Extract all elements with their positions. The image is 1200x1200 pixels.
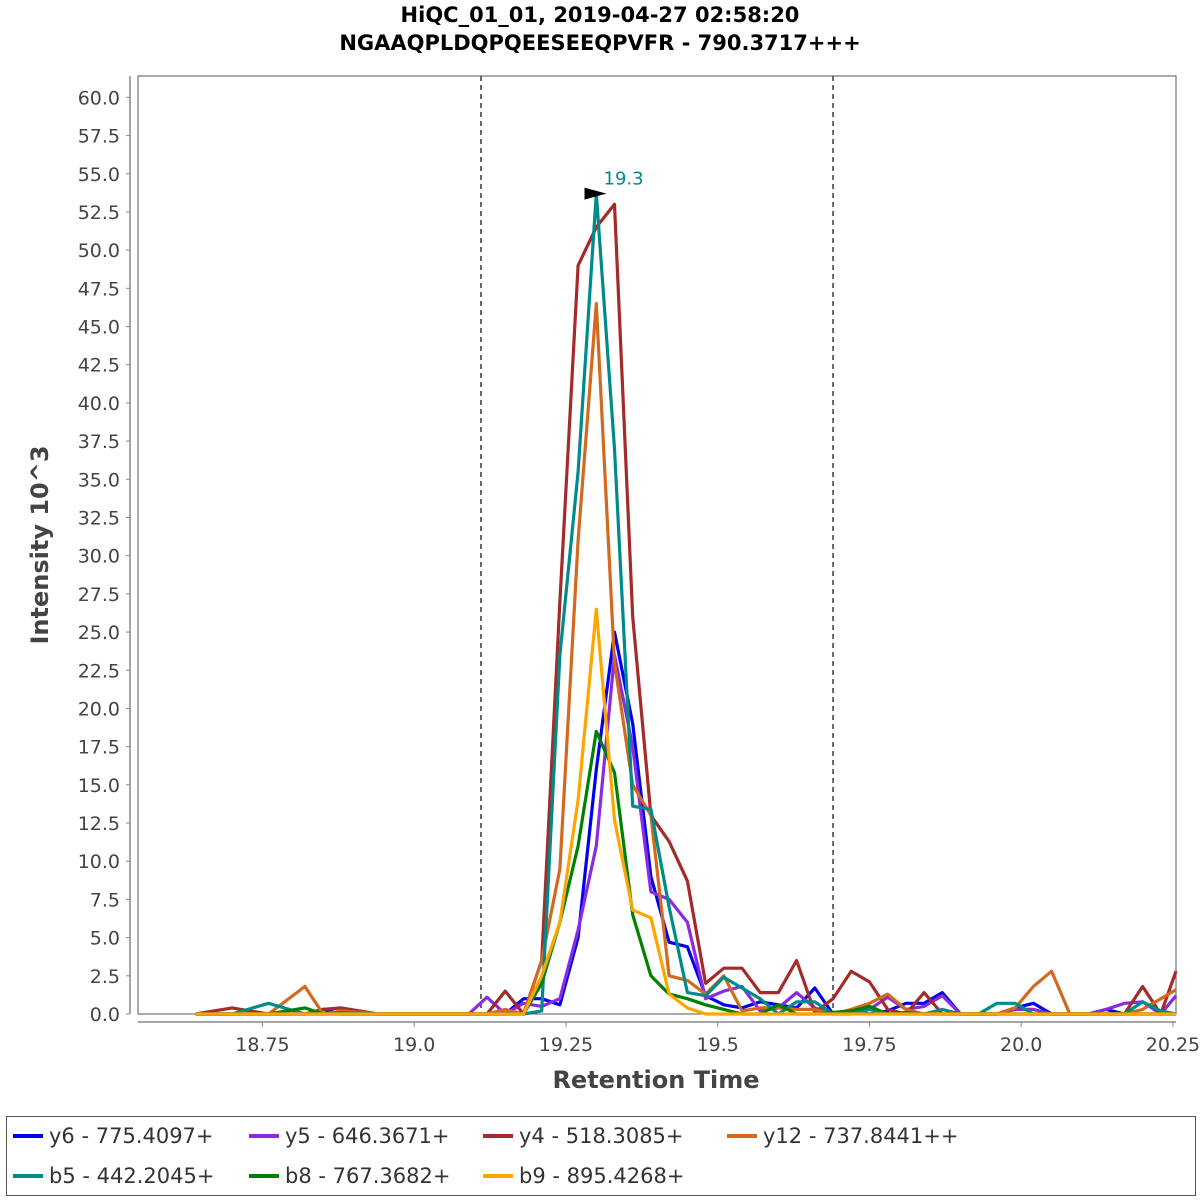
legend-item: b8 - 767.3682+: [247, 1163, 450, 1189]
y-tick-label: 45.0: [78, 317, 120, 339]
legend-swatch: [727, 1134, 757, 1138]
legend-item: y4 - 518.3085+: [481, 1123, 684, 1149]
legend-item: b9 - 895.4268+: [481, 1163, 684, 1189]
x-tick-label: 20.0: [1000, 1034, 1042, 1056]
legend-swatch: [249, 1134, 279, 1138]
legend-item: y5 - 646.3671+: [247, 1123, 450, 1149]
y-tick-label: 2.5: [90, 966, 120, 988]
y-tick-label: 50.0: [78, 240, 120, 262]
x-axis-title: Retention Time: [552, 1066, 759, 1094]
legend-label: b8 - 767.3682+: [285, 1164, 451, 1188]
legend-item: y12 - 737.8441++: [725, 1123, 958, 1149]
chart-subtitle: NGAAQPLDQPQEESEEQPVFR - 790.3717+++: [339, 31, 860, 55]
peak-label: 19.3: [604, 169, 644, 190]
y-tick-label: 0.0: [90, 1004, 120, 1026]
legend-label: y4 - 518.3085+: [519, 1124, 684, 1148]
y-tick-label: 15.0: [78, 775, 120, 797]
x-tick-label: 19.75: [842, 1034, 896, 1056]
y-tick-label: 30.0: [78, 546, 120, 568]
legend-label: b5 - 442.2045+: [49, 1164, 215, 1188]
legend-swatch: [249, 1174, 279, 1178]
y-tick-label: 12.5: [78, 813, 120, 835]
y-tick-label: 7.5: [90, 889, 120, 911]
x-tick-label: 18.75: [235, 1034, 289, 1056]
x-tick-label: 20.25: [1146, 1034, 1200, 1056]
x-tick-label: 19.5: [697, 1034, 739, 1056]
legend-label: b9 - 895.4268+: [519, 1164, 685, 1188]
legend-swatch: [13, 1174, 43, 1178]
y-tick-label: 60.0: [78, 87, 120, 109]
legend-label: y12 - 737.8441++: [763, 1124, 959, 1148]
y-tick-label: 57.5: [78, 126, 120, 148]
peak-arrow-icon: [584, 187, 607, 200]
plot-area: 0.0 2.5 5.0 7.5 10.0 12.5 15.0 17.5 20.0 22.5 25.0…: [78, 75, 1200, 1056]
series-line: [195, 607, 1176, 1016]
x-tick-label: 19.0: [393, 1034, 435, 1056]
y-tick-label: 35.0: [78, 469, 120, 491]
y-tick-label: 42.5: [78, 355, 120, 377]
y-tick-label: 55.0: [78, 164, 120, 186]
x-tick-label: 19.25: [539, 1034, 593, 1056]
y-tick-label: 52.5: [78, 202, 120, 224]
legend: y6 - 775.4097+ y5 - 646.3671+ y4 - 518.308…: [6, 1116, 1196, 1196]
y-tick-label: 25.0: [78, 622, 120, 644]
y-tick-label: 37.5: [78, 431, 120, 453]
y-tick-label: 40.0: [78, 393, 120, 415]
legend-item: y6 - 775.4097+: [11, 1123, 214, 1149]
chart-title: HiQC_01_01, 2019-04-27 02:58:20: [401, 3, 800, 27]
chart: HiQC_01_01, 2019-04-27 02:58:20 NGAAQPLD…: [26, 3, 1200, 1094]
y-axis-title: Intensity 10^3: [26, 445, 54, 644]
y-tick-label: 10.0: [78, 851, 120, 873]
y-tick-label: 20.0: [78, 698, 120, 720]
y-tick-label: 22.5: [78, 660, 120, 682]
legend-item: b5 - 442.2045+: [11, 1163, 214, 1189]
y-tick-label: 17.5: [78, 737, 120, 759]
y-tick-label: 32.5: [78, 508, 120, 530]
y-tick-label: 5.0: [90, 928, 120, 950]
legend-swatch: [483, 1134, 513, 1138]
legend-swatch: [13, 1134, 43, 1138]
y-tick-label: 47.5: [78, 278, 120, 300]
legend-swatch: [483, 1174, 513, 1178]
legend-label: y6 - 775.4097+: [49, 1124, 214, 1148]
y-tick-label: 27.5: [78, 584, 120, 606]
legend-label: y5 - 646.3671+: [285, 1124, 450, 1148]
